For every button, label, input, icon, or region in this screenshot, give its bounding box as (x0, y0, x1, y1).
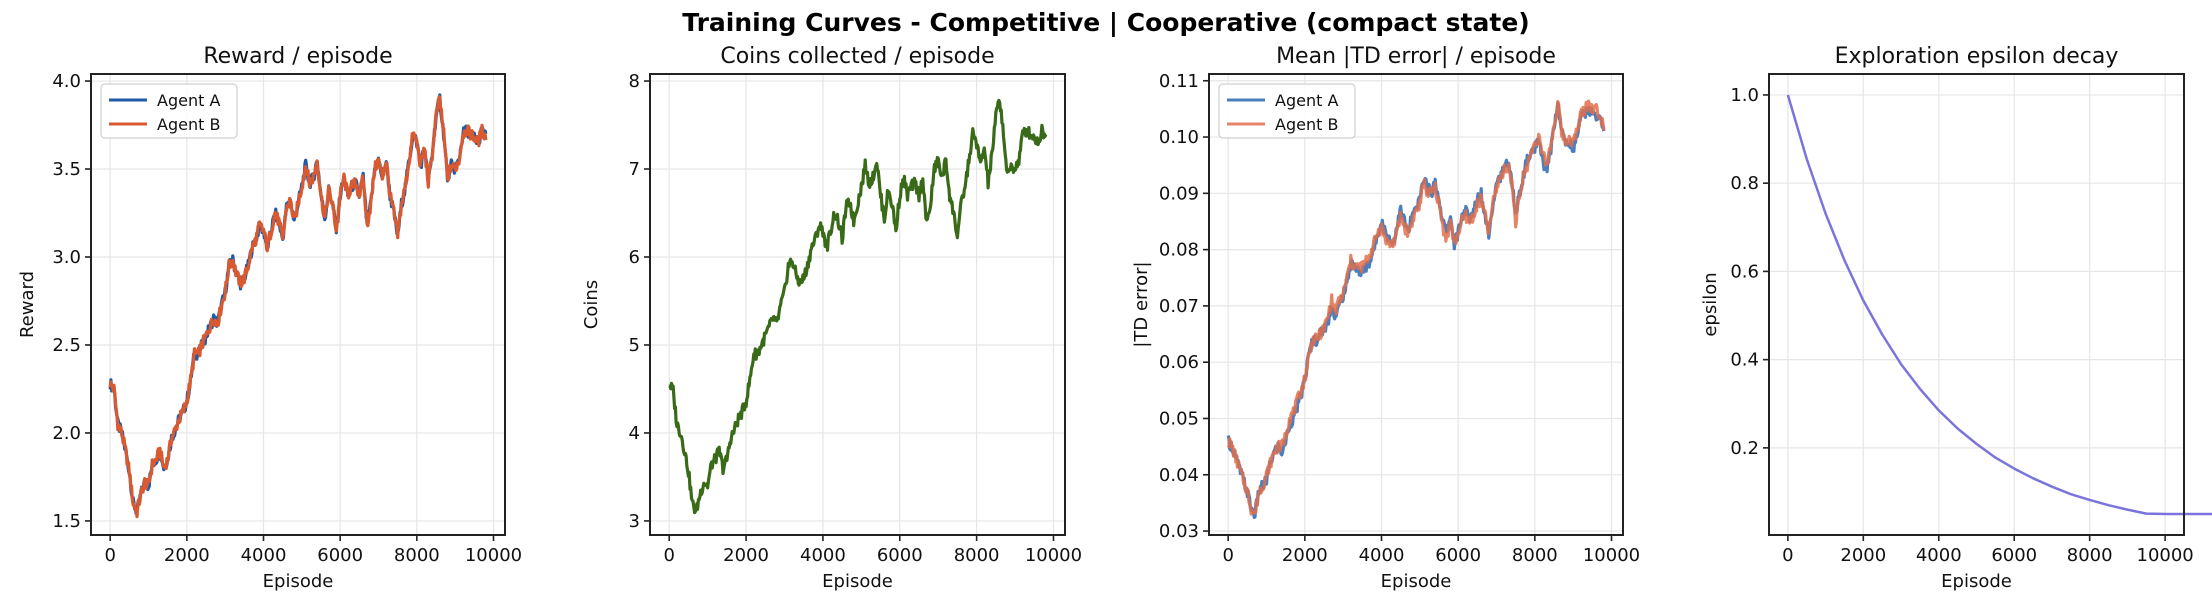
legend-label: Agent A (157, 91, 220, 110)
series-line-agent-b (108, 95, 488, 519)
y-tick-label: 2.5 (52, 335, 81, 356)
x-tick-label: 2000 (164, 545, 210, 566)
y-axis-title: Coins (581, 280, 602, 329)
x-axis-title: Episode (263, 571, 334, 592)
chart-title: Reward / episode (203, 44, 392, 69)
series-line-agent-b (1226, 99, 1606, 516)
y-tick-label: 0.06 (1159, 352, 1199, 373)
legend-label: Agent A (1275, 91, 1338, 110)
x-tick-label: 0 (104, 545, 115, 566)
axes-frame (649, 73, 1066, 536)
x-tick-label: 8000 (1512, 545, 1558, 566)
x-tick-label: 2000 (723, 545, 769, 566)
x-tick-label: 0 (1782, 545, 1793, 566)
x-tick-label: 6000 (1435, 545, 1481, 566)
y-tick-label: 3.0 (52, 247, 81, 268)
x-tick-label: 4000 (1916, 545, 1962, 566)
y-tick-label: 1.5 (52, 511, 81, 532)
legend: Agent A Agent B (100, 83, 238, 139)
x-tick-label: 2000 (1840, 545, 1886, 566)
axes-frame (90, 73, 506, 536)
x-tick-label: 8000 (954, 545, 1000, 566)
x-tick-label: 6000 (317, 545, 363, 566)
chart-title: Coins collected / episode (720, 44, 994, 69)
y-tick-label: 8 (629, 71, 640, 92)
x-tick-label: 4000 (241, 545, 287, 566)
y-tick-label: 0.03 (1159, 521, 1199, 542)
y-tick-label: 0.10 (1159, 127, 1199, 148)
y-tick-label: 0.6 (1730, 261, 1759, 282)
x-tick-label: 10000 (1583, 545, 1640, 566)
y-tick-label: 6 (629, 247, 640, 268)
y-tick-label: 3 (629, 511, 640, 532)
y-tick-label: 0.8 (1730, 173, 1759, 194)
legend-label: Agent B (157, 115, 220, 134)
legend: Agent A Agent B (1218, 83, 1356, 139)
legend-label: Agent B (1275, 115, 1338, 134)
x-tick-label: 10000 (465, 545, 522, 566)
y-axis-title: Reward (17, 271, 38, 338)
y-tick-label: 0.08 (1159, 240, 1199, 261)
y-axis-title: |TD error| (1131, 261, 1152, 347)
series-line-epsilon (1786, 94, 2212, 516)
y-tick-label: 2.0 (52, 423, 81, 444)
y-axis-title: epsilon (1700, 272, 1721, 336)
axes-frame (1768, 73, 2185, 536)
x-tick-label: 8000 (394, 545, 440, 566)
x-tick-label: 10000 (2137, 545, 2194, 566)
y-tick-label: 7 (629, 159, 640, 180)
x-tick-label: 6000 (1991, 545, 2037, 566)
figure-title: Training Curves - Competitive | Cooperat… (682, 8, 1530, 37)
chart-title: Exploration epsilon decay (1835, 44, 2119, 69)
series-line-coins (668, 98, 1048, 515)
x-tick-label: 2000 (1282, 545, 1328, 566)
subplot-coins: 0 2000 4000 6000 8000 10000 3 4 5 6 7 8 Coins collec… (581, 44, 1082, 592)
x-tick-label: 4000 (1359, 545, 1405, 566)
y-tick-label: 0.4 (1730, 350, 1759, 371)
x-axis-title: Episode (1941, 571, 2012, 592)
y-tick-label: 0.11 (1159, 71, 1199, 92)
series-line-agent-a (108, 93, 488, 516)
y-tick-label: 1.0 (1730, 85, 1759, 106)
y-tick-label: 5 (629, 335, 640, 356)
x-axis-title: Episode (822, 571, 893, 592)
x-tick-label: 4000 (800, 545, 846, 566)
subplot-td-error: 0 2000 4000 6000 8000 10000 0.03 0.04 0.05 0.06 0.… (1131, 44, 1640, 592)
x-tick-label: 10000 (1025, 545, 1082, 566)
y-tick-label: 0.05 (1159, 408, 1199, 429)
y-tick-label: 0.04 (1159, 465, 1199, 486)
x-tick-label: 6000 (877, 545, 923, 566)
y-tick-label: 0.2 (1730, 438, 1759, 459)
y-tick-label: 4 (629, 423, 640, 444)
subplot-reward: 0 2000 4000 6000 8000 10000 1.5 2.0 2.5 3.0 3.5 4.0… (17, 44, 522, 592)
x-tick-label: 0 (1222, 545, 1233, 566)
x-tick-label: 0 (663, 545, 674, 566)
chart-title: Mean |TD error| / episode (1276, 44, 1556, 69)
y-tick-label: 4.0 (52, 71, 81, 92)
y-tick-label: 3.5 (52, 159, 81, 180)
x-tick-label: 8000 (2067, 545, 2113, 566)
y-tick-label: 0.07 (1159, 296, 1199, 317)
x-axis-title: Episode (1381, 571, 1452, 592)
y-tick-label: 0.09 (1159, 183, 1199, 204)
series-line-agent-a (1226, 101, 1606, 519)
axes-frame (1208, 73, 1624, 536)
subplot-epsilon: 0 2000 4000 6000 8000 10000 0.2 0.4 0.6 0.8 1.0 Exp… (1700, 44, 2212, 592)
